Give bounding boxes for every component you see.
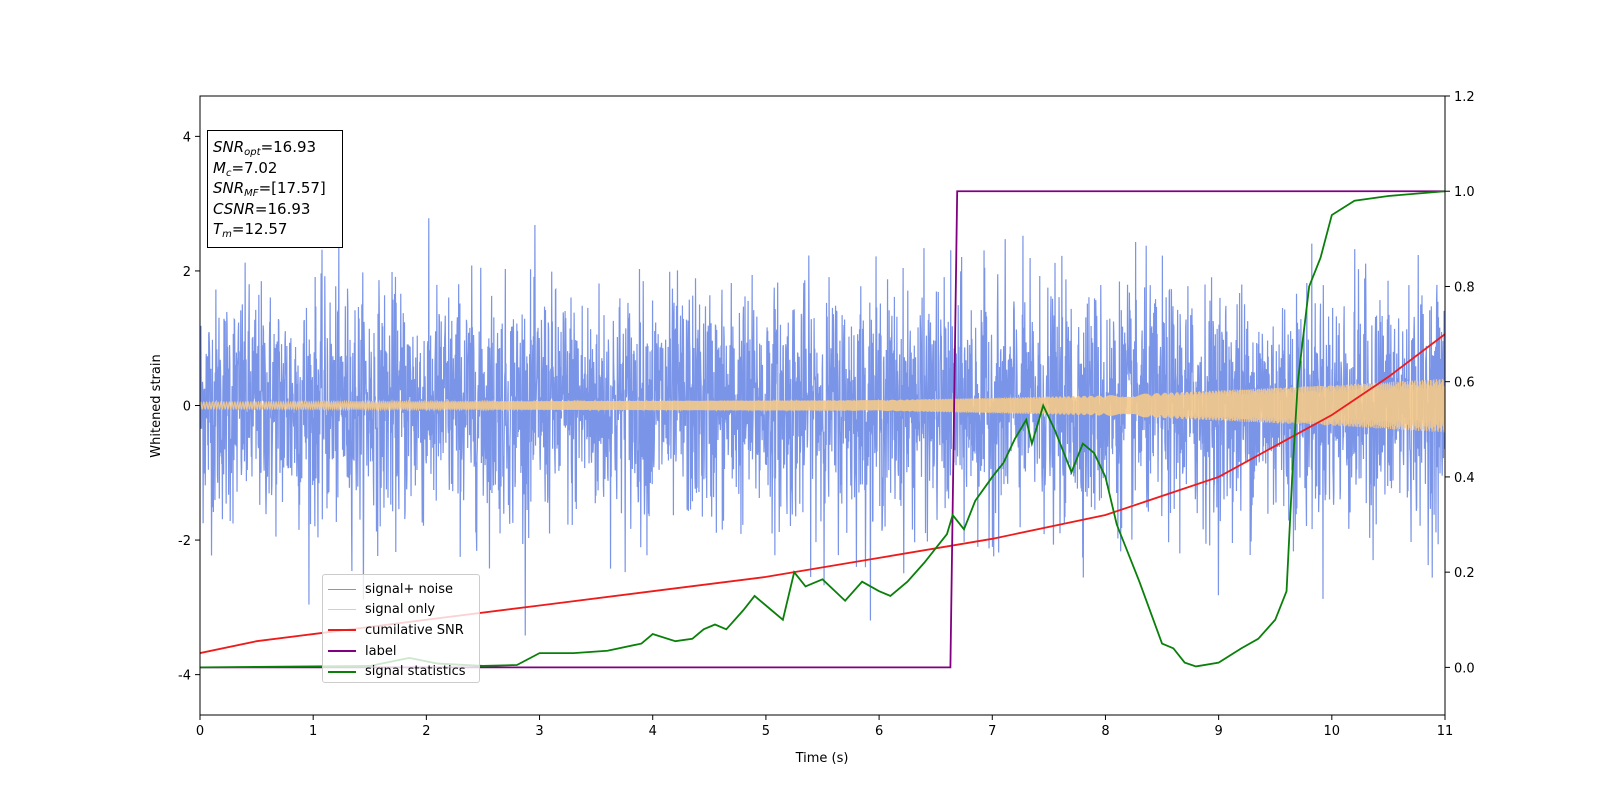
legend-item-signal-only: signal only bbox=[323, 600, 479, 621]
annotation-csnr-value: =16.93 bbox=[254, 199, 311, 218]
legend-label-label: label bbox=[365, 643, 397, 659]
annotation-snr-opt-sub: opt bbox=[244, 147, 261, 158]
y-right-tick-label: 0.4 bbox=[1454, 471, 1475, 486]
y-left-tick-label: -2 bbox=[178, 534, 191, 549]
series-label-line bbox=[200, 190, 1445, 669]
legend: signal+ noise signal only cumilative SNR… bbox=[322, 574, 480, 683]
annotation-csnr: CSNR=16.93 bbox=[213, 199, 342, 220]
series-signal-noise-line bbox=[200, 218, 1445, 636]
y-right-tick-label: 1.0 bbox=[1454, 185, 1475, 200]
y-right-tick-label: 0.0 bbox=[1454, 661, 1475, 676]
y-right-tick-label: 0.8 bbox=[1454, 280, 1475, 295]
annotation-snr-mf-value: =[17.57] bbox=[258, 179, 326, 197]
series-signal-statistics-line bbox=[200, 190, 1445, 669]
legend-label-signal-only: signal only bbox=[365, 602, 436, 618]
y-left-tick-label: 0 bbox=[183, 400, 191, 415]
annotation-snr-opt-name: SNR bbox=[213, 138, 245, 156]
annotation-tm: Tm=12.57 bbox=[213, 219, 342, 240]
y-left-tick-label: 4 bbox=[183, 130, 191, 145]
annotation-tm-sub: m bbox=[222, 229, 232, 240]
x-tick-label: 1 bbox=[309, 724, 317, 739]
legend-swatch-signal-statistics bbox=[328, 670, 356, 673]
y-axis-label: Whitened strain bbox=[149, 354, 164, 457]
legend-label-signal-noise: signal+ noise bbox=[365, 581, 454, 597]
annotation-mc-value: =7.02 bbox=[231, 158, 278, 177]
legend-swatch-label bbox=[328, 650, 356, 653]
legend-item-signal-noise: signal+ noise bbox=[323, 579, 479, 600]
x-tick-label: 3 bbox=[535, 724, 543, 739]
legend-swatch-cumulative-snr bbox=[328, 629, 356, 632]
annotation-snr-mf: SNRMF=[17.57] bbox=[213, 178, 342, 199]
x-tick-label: 7 bbox=[988, 724, 996, 739]
x-tick-label: 6 bbox=[875, 724, 883, 739]
axes: 0 1 2 3 4 5 6 7 8 9 10 11 -4 -2 0 2 4 0.0 0.2 0.4 0.6 0.8 1.0 1… bbox=[178, 90, 1475, 739]
x-tick-label: 0 bbox=[196, 724, 204, 739]
annotation-csnr-name: CSNR bbox=[213, 199, 255, 218]
legend-swatch-signal-noise bbox=[328, 588, 356, 590]
annotation-mc: Mc=7.02 bbox=[213, 158, 342, 179]
y-right-tick-label: 0.2 bbox=[1454, 566, 1475, 581]
x-tick-label: 9 bbox=[1214, 724, 1222, 739]
annotation-snr-mf-name: SNR bbox=[213, 179, 245, 197]
annotation-tm-value: =12.57 bbox=[231, 220, 288, 238]
x-tick-label: 2 bbox=[422, 724, 430, 739]
legend-item-cumulative-snr: cumilative SNR bbox=[323, 620, 479, 641]
legend-label-cumulative-snr: cumilative SNR bbox=[365, 622, 464, 638]
annotation-snr-mf-sub: MF bbox=[244, 188, 259, 199]
x-axis-label: Time (s) bbox=[795, 751, 849, 766]
annotation-snr-opt-value: =16.93 bbox=[260, 138, 317, 156]
y-right-tick-label: 1.2 bbox=[1454, 90, 1475, 105]
y-left-tick-label: 2 bbox=[183, 265, 191, 280]
legend-item-label: label bbox=[323, 641, 479, 662]
annotation-mc-sub: c bbox=[225, 167, 232, 179]
annotation-snr-opt: SNRopt=16.93 bbox=[213, 137, 342, 158]
series-signal-only-line bbox=[200, 378, 1445, 433]
x-tick-label: 5 bbox=[762, 724, 770, 739]
annotation-mc-name: M bbox=[213, 158, 226, 177]
y-right-tick-label: 0.6 bbox=[1454, 376, 1475, 391]
legend-label-signal-statistics: signal statistics bbox=[365, 664, 466, 680]
snr-annotation-box: SNRopt=16.93 Mc=7.02 SNRMF=[17.57] CSNR=… bbox=[207, 130, 343, 248]
x-tick-label: 4 bbox=[649, 724, 657, 739]
legend-swatch-signal-only bbox=[328, 609, 356, 611]
x-tick-label: 11 bbox=[1437, 724, 1454, 739]
x-tick-label: 10 bbox=[1324, 724, 1341, 739]
annotation-tm-name: T bbox=[213, 220, 223, 238]
x-tick-label: 8 bbox=[1101, 724, 1109, 739]
y-left-tick-label: -4 bbox=[178, 669, 191, 684]
legend-item-signal-statistics: signal statistics bbox=[323, 661, 479, 682]
